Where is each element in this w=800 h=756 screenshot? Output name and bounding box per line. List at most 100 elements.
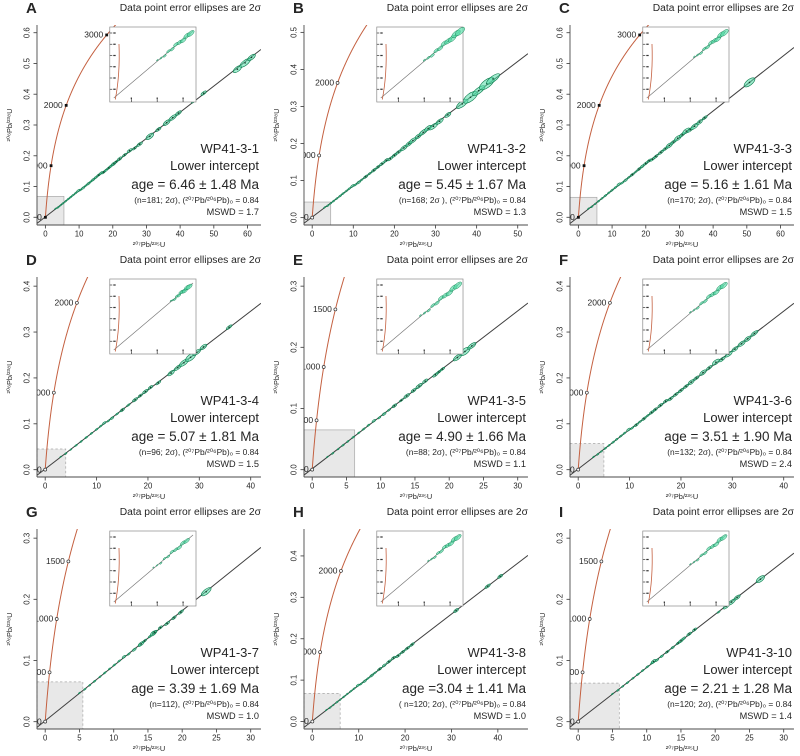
- ellipse-center-dot: [753, 332, 756, 335]
- error-ellipse: [84, 435, 89, 439]
- y-tick-label: 0.3: [289, 592, 298, 603]
- inset-y-tick-label-mark: [646, 284, 650, 286]
- concordia-age-label: 2000: [318, 566, 337, 576]
- error-ellipse: [127, 652, 131, 656]
- concordia-age-marker: [43, 467, 48, 472]
- ellipse-center-dot: [389, 157, 391, 160]
- mswd-label: MSWD = 1.4: [740, 711, 792, 721]
- x-tick-label: 15: [144, 733, 153, 742]
- panel-label: E: [293, 252, 303, 269]
- ellipse-center-dot: [702, 371, 705, 374]
- ellipse-center-dot: [426, 127, 429, 130]
- error-ellipse: [604, 446, 608, 450]
- y-tick-label: 0.4: [556, 280, 565, 291]
- concordia-curve: [44, 529, 78, 722]
- y-tick-label: 0.2: [22, 150, 31, 161]
- inset-concordia-curve: [648, 295, 653, 352]
- ellipse-center-dot: [648, 159, 651, 162]
- inset-y-tick-label-mark: [646, 66, 650, 68]
- x-tick-label: 20: [400, 733, 409, 742]
- ellipse-center-dot: [694, 125, 696, 128]
- concordia-age-label: 0: [570, 464, 575, 474]
- panel-label: I: [559, 504, 563, 521]
- inset-x-tick-label-mark: [664, 349, 666, 352]
- inset-plot: [109, 26, 197, 103]
- ellipse-center-dot: [699, 121, 701, 123]
- x-axis-label: ²⁰⁷Pb/²³⁵U: [666, 492, 698, 501]
- error-ellipse: [322, 206, 326, 209]
- inset-y-tick-label-mark: [379, 284, 383, 286]
- inset-error-ellipse: [156, 59, 159, 62]
- ellipse-center-dot: [731, 601, 733, 603]
- ellipse-center-dot: [424, 380, 426, 382]
- concordia-age-marker: [333, 307, 337, 312]
- inset-error-ellipse: [155, 564, 159, 567]
- y-tick-label: 0.5: [289, 27, 298, 38]
- mswd-label: MSWD = 1.7: [207, 207, 259, 217]
- ellipse-center-dot: [393, 405, 395, 407]
- inset-plot: [109, 278, 197, 355]
- error-ellipse: [641, 669, 645, 673]
- inset-error-ellipse: [186, 30, 195, 37]
- ellipse-center-dot: [688, 633, 691, 635]
- concordia-age-marker: [581, 670, 585, 675]
- ellipse-center-dot: [456, 356, 458, 359]
- concordia-age-marker: [599, 559, 604, 564]
- ellipse-center-dot: [665, 400, 667, 403]
- x-tick-label: 30: [195, 481, 204, 490]
- panel-H: 2000 1000 0 0 10 20 30 40 0.0 0.1 0.2 0.3 0.4 ²⁰⁷Pb/²…: [267, 504, 534, 756]
- y-tick-label: 0.1: [556, 181, 565, 192]
- plot-title-note: Data point error ellipses are 2σ: [386, 3, 528, 14]
- error-ellipse: [623, 431, 627, 435]
- concordia-curve: [311, 25, 368, 218]
- panel-G: 1500 1000 500 0 0 5 10 15 20 25 30 0.0 0.1 0.2 0.3 ²⁰⁷P…: [0, 504, 267, 756]
- concordia-age-label: 2000: [577, 100, 596, 110]
- intercept-label: Lower intercept: [170, 410, 259, 425]
- inset-error-ellipse: [173, 297, 177, 301]
- y-tick-label: 0.2: [289, 138, 298, 149]
- error-ellipse: [638, 420, 643, 424]
- error-ellipse: [610, 188, 615, 192]
- inset-error-ellipse: [699, 51, 704, 55]
- x-axis-label: ²⁰⁷Pb/²³⁵U: [133, 492, 165, 501]
- inset-x-tick-label-mark: [397, 97, 399, 100]
- ellipse-center-dot: [183, 361, 185, 364]
- inset-error-ellipse: [429, 557, 433, 561]
- concordia-age-marker: [314, 418, 319, 423]
- inset-y-tick-label-mark: [379, 329, 383, 331]
- inset-x-tick-label-mark: [423, 601, 425, 604]
- error-ellipse: [94, 427, 99, 431]
- error-ellipse: [109, 416, 115, 420]
- x-tick-label: 20: [642, 229, 651, 238]
- error-ellipse: [626, 427, 632, 432]
- error-ellipse: [636, 672, 641, 677]
- x-tick-label: 10: [92, 481, 101, 490]
- x-tick-label: 60: [243, 229, 252, 238]
- concordia-age-label: 1000: [565, 387, 584, 397]
- ellipse-center-dot: [157, 128, 160, 131]
- y-tick-label: 0.6: [556, 27, 565, 38]
- x-tick-label: 60: [776, 229, 785, 238]
- ellipse-center-dot: [668, 144, 671, 147]
- inset-concordia-curve: [114, 547, 120, 604]
- inset-y-tick-label-mark: [379, 77, 383, 79]
- ellipse-center-dot: [694, 628, 696, 631]
- y-tick-label: 0.2: [289, 633, 298, 644]
- x-tick-label: 5: [611, 733, 615, 742]
- ellipse-center-dot: [159, 626, 162, 629]
- error-ellipse: [92, 679, 97, 683]
- ellipse-center-dot: [651, 411, 653, 414]
- concordia-age-label: 0: [304, 212, 309, 222]
- age-label: age = 3.39 ± 1.69 Ma: [131, 681, 259, 696]
- y-tick-label: 0.1: [22, 181, 31, 192]
- error-ellipse: [132, 647, 137, 652]
- y-tick-label: 0.3: [22, 120, 31, 131]
- ellipse-center-dot: [749, 81, 751, 84]
- inset-y-tick-label-mark: [113, 77, 116, 79]
- ellipse-center-dot: [685, 385, 688, 388]
- concordia-curve: [44, 25, 117, 218]
- inset-y-tick-label-mark: [379, 32, 383, 34]
- concordia-age-label: 0: [37, 464, 42, 474]
- sample-label: WP41-3-3: [734, 141, 792, 156]
- x-tick-label: 50: [743, 229, 752, 238]
